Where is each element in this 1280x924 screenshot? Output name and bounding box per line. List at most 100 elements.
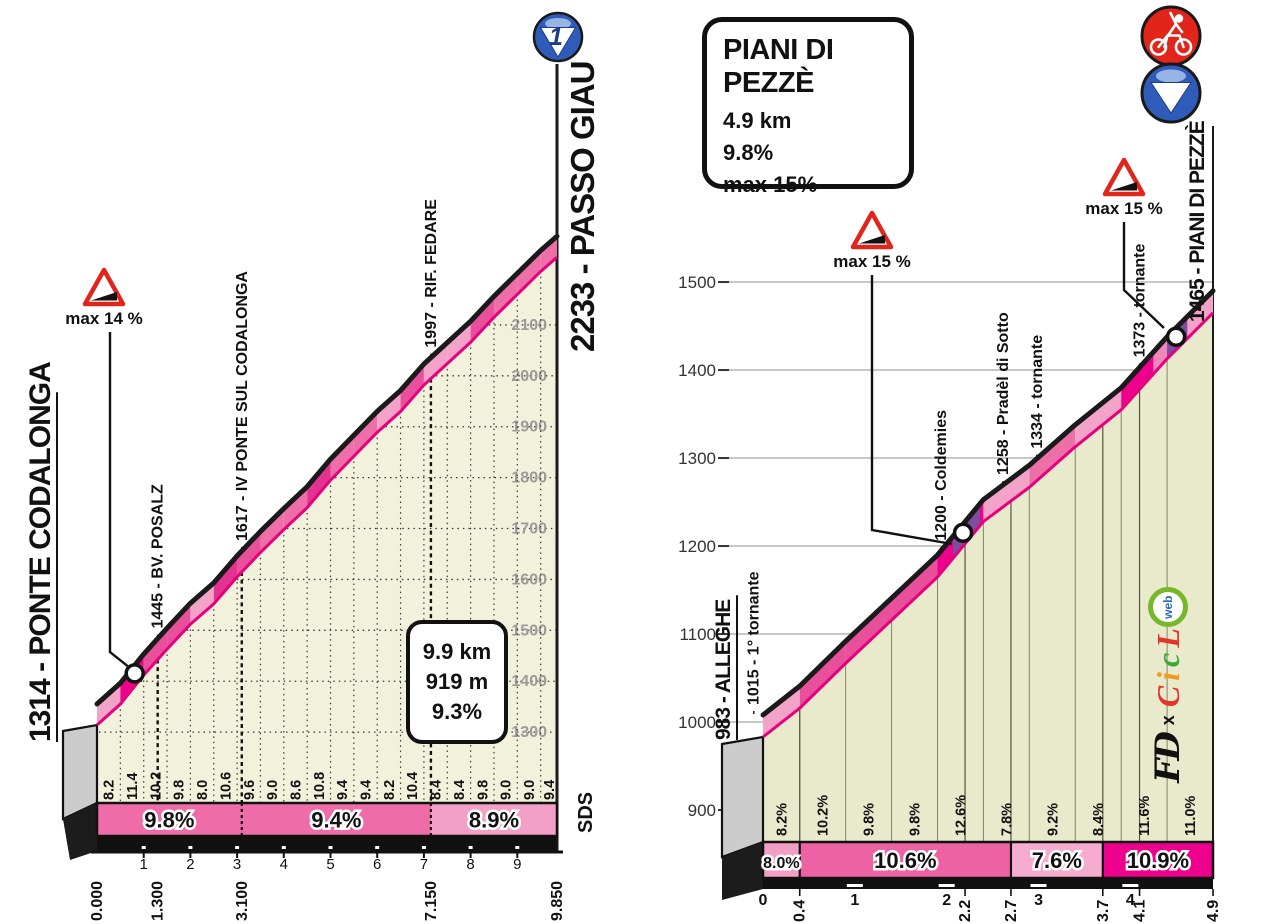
road-segment <box>891 555 938 621</box>
altitude-tick-label: 900 <box>688 801 716 820</box>
gradient-value-label: 8.0 <box>195 780 211 800</box>
segment-gradient-label: 10.6% <box>874 848 936 873</box>
distance-label: 4.9 <box>1205 900 1222 922</box>
start-block <box>61 723 99 821</box>
strip-km-mark <box>468 846 473 849</box>
km-tick-number: 3 <box>233 856 241 873</box>
altitude-tick-label: 1400 <box>511 673 547 690</box>
gradient-value-label: 9.8% <box>908 803 924 836</box>
climb-avg-gradient: 9.8% <box>723 140 774 165</box>
cyclist-pictogram <box>1149 11 1193 56</box>
strip-km-mark <box>235 846 240 849</box>
strip-km-mark <box>188 846 193 849</box>
max-gradient-label: max 15 % <box>1085 199 1163 218</box>
road-segment <box>167 603 191 650</box>
climb-title: PIANI DI PEZZÈ <box>723 34 834 99</box>
start-block-base <box>63 803 97 860</box>
gradient-value-label: 7.8% <box>999 803 1015 836</box>
start-label: 983 - ALLEGHE <box>712 599 735 740</box>
strip-km-mark <box>421 846 426 849</box>
gradient-value-label: 8.4% <box>1091 803 1107 836</box>
gradient-value-label: 10.4 <box>405 772 421 800</box>
logo-times: x <box>1157 715 1178 726</box>
altitude-tick-label: 1500 <box>511 622 547 639</box>
road-segment <box>799 641 846 709</box>
segment-bar-cell <box>430 803 557 836</box>
steep-marker-dot <box>952 522 974 544</box>
altitude-tick-label: 1900 <box>511 419 547 436</box>
segment-gradient-label: 9.8% <box>144 808 194 833</box>
altitude-tick-label: 1400 <box>678 361 716 380</box>
logo-letter: i <box>1149 672 1186 681</box>
gradient-value-label: 11.6% <box>1137 796 1153 836</box>
segment-gradient-label: 7.6% <box>1032 848 1082 873</box>
steep-marker-dot <box>124 663 145 684</box>
profile-chart-passo-giau: 1300 1400 1500 1600 1700 1800 1900 2000 2100 9.8%… <box>24 62 601 922</box>
descent-triangle <box>1150 82 1192 114</box>
max-gradient-label: max 14 % <box>65 309 143 328</box>
km-tick-number: 6 <box>373 856 381 873</box>
road-segment <box>423 342 448 385</box>
stat-elevation-gain: 919 m <box>425 669 489 694</box>
segment-bar-cell <box>799 842 1011 878</box>
segment-gradient-label: 8.9% <box>469 808 519 833</box>
gradient-value-label: 8.2% <box>774 803 790 836</box>
stat-avg-gradient: 9.3% <box>431 699 483 724</box>
profile-outline-bottom <box>762 311 1215 739</box>
distance-label: 1.300 <box>150 881 167 921</box>
gradient-value-label: 8.6 <box>288 780 304 800</box>
waypoint-label: 1445 - BV. POSALZ <box>150 484 167 629</box>
logo-web-ring: web <box>1148 587 1188 628</box>
altitude-tick-label: 1700 <box>511 521 547 538</box>
altitude-tick-label: 2000 <box>511 368 547 385</box>
km-tick-number: 4 <box>280 856 288 873</box>
km-tick-number: 1 <box>850 892 859 909</box>
start-label: 1314 - PONTE CODALONGA <box>24 362 57 742</box>
descent-icon <box>1140 62 1202 124</box>
road-segment <box>97 683 121 725</box>
road-segment <box>1075 387 1122 447</box>
base-strip <box>763 878 1213 889</box>
altitude-tick-label: 1500 <box>678 273 716 292</box>
gradient-value-label: 8.4 <box>452 780 468 800</box>
gradient-value-label: 9.0 <box>522 780 538 800</box>
road-segment <box>377 390 401 433</box>
gradient-value-label: 9.4 <box>359 780 375 800</box>
distance-label: 3.7 <box>1095 900 1112 922</box>
km-tick-number: 5 <box>326 856 334 873</box>
profile-outline-top <box>760 288 1216 718</box>
logo-web: web <box>1161 595 1175 619</box>
km-tick-number: 4 <box>1126 892 1135 909</box>
road-segment <box>983 465 1030 522</box>
road-segment <box>237 531 261 577</box>
gradient-value-label: 10.2% <box>816 795 832 836</box>
warning-triangle-slope <box>91 292 117 301</box>
logo-fd: FD <box>1148 733 1188 783</box>
climb-info-box: PIANI DI PEZZÈ 4.9 km 9.8% max 15% <box>702 17 914 197</box>
strip-km-mark <box>375 846 380 849</box>
waypoint-label: 1334 - tornante <box>1029 335 1046 449</box>
road-segment <box>143 628 168 676</box>
warning-triangle-slope <box>859 235 885 244</box>
gradient-value-label: 9.6 <box>242 780 258 800</box>
waypoint-label: 1997 - RIF. FEDARE <box>423 199 440 348</box>
strip-km-mark <box>328 846 333 849</box>
gradient-value-label: 9.8% <box>862 803 878 836</box>
gradient-value-label: 9.4 <box>335 780 351 800</box>
max-gradient-label: max 15 % <box>833 252 911 271</box>
km-tick-number: 0 <box>759 892 768 909</box>
km-tick-number: 7 <box>420 856 428 873</box>
side-label-sds: SDS <box>575 792 597 833</box>
max-gradient-leader <box>870 275 953 546</box>
altitude-tick-label: 1300 <box>678 449 716 468</box>
climb-max-gradient: max 15% <box>723 172 818 197</box>
road-segment <box>470 296 494 343</box>
gradient-value-label: 8.4 <box>429 780 445 800</box>
gradient-value-label: 10.2 <box>148 772 164 800</box>
altitude-tick-label: 2100 <box>511 317 547 334</box>
altitude-tick-label: 1100 <box>679 625 716 644</box>
gradient-value-label: 9.8 <box>475 780 491 800</box>
gradient-value-label: 9.2% <box>1045 803 1061 836</box>
